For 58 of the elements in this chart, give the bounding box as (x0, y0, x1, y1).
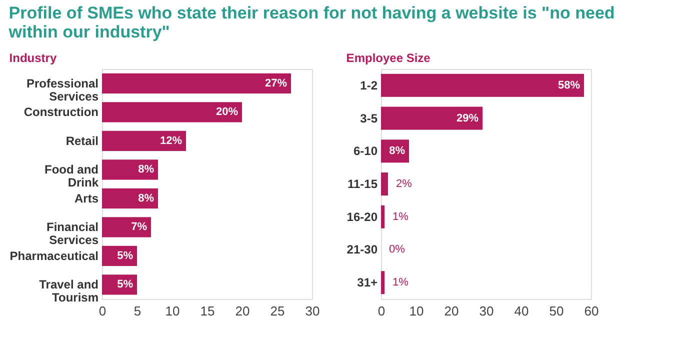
data-label: 27% (264, 77, 288, 90)
y-tick-label: Retail (66, 134, 98, 148)
x-tick-label: 10 (409, 304, 424, 318)
x-tick-label: 30 (305, 304, 320, 318)
bar (381, 74, 584, 97)
y-tick-label: 16-20 (346, 210, 378, 224)
x-tick-label: 0 (98, 304, 106, 318)
data-label: 29% (456, 112, 479, 124)
chart-title: Profile of SMEs who state their reason for not having a website is "no need within our industry" (8, 4, 615, 42)
data-label: 58% (558, 79, 580, 92)
bar (381, 172, 388, 196)
data-label: 0% (389, 244, 406, 256)
data-label: 8% (138, 164, 154, 176)
data-label: 2% (396, 178, 412, 190)
x-tick-label: 0 (378, 304, 386, 318)
y-tick-label: Pharmaceutical (10, 248, 98, 263)
data-label: 7% (131, 221, 148, 234)
x-tick-label: 10 (165, 304, 180, 318)
chart-subtitle: Industry (9, 51, 57, 65)
x-tick-label: 20 (444, 304, 459, 318)
bar (102, 73, 291, 94)
x-tick-label: 60 (584, 304, 599, 318)
y-tick-label: 21-30 (346, 242, 378, 257)
bar (381, 106, 482, 130)
data-label: 5% (117, 250, 134, 262)
y-tick-label: Travel and Tourism (39, 278, 98, 305)
chart-subtitle: Employee Size (346, 51, 431, 65)
data-label: 12% (160, 134, 182, 147)
x-tick-label: 50 (549, 304, 564, 318)
y-tick-label: 6-10 (353, 144, 378, 158)
x-tick-label: 20 (235, 304, 250, 318)
bar (102, 160, 158, 180)
data-label: 20% (216, 106, 238, 118)
data-label: 8% (389, 145, 406, 158)
y-tick-label: 1-2 (360, 78, 378, 92)
bar (381, 205, 384, 228)
y-tick-label: 3-5 (360, 111, 378, 126)
data-label: 5% (117, 278, 134, 291)
data-label: 8% (138, 192, 154, 204)
data-label: 1% (392, 210, 409, 223)
data-label: 1% (392, 276, 409, 289)
bar (381, 271, 384, 294)
bar (102, 188, 158, 208)
x-tick-label: 25 (270, 304, 285, 318)
x-tick-label: 5 (134, 304, 142, 318)
y-tick-label: 31+ (357, 276, 378, 290)
y-tick-label: Arts (74, 191, 99, 206)
x-tick-label: 15 (200, 304, 215, 318)
y-tick-label: Professional Services (26, 76, 99, 104)
bar (102, 217, 151, 238)
y-tick-label: Food and Drink (44, 162, 99, 190)
y-tick-label: Construction (24, 105, 98, 120)
bar (102, 102, 242, 122)
y-tick-label: 11-15 (347, 177, 378, 191)
y-tick-label: Financial Services (46, 220, 99, 248)
x-tick-label: 30 (479, 304, 494, 318)
x-tick-label: 40 (514, 304, 529, 318)
bar (102, 130, 186, 151)
